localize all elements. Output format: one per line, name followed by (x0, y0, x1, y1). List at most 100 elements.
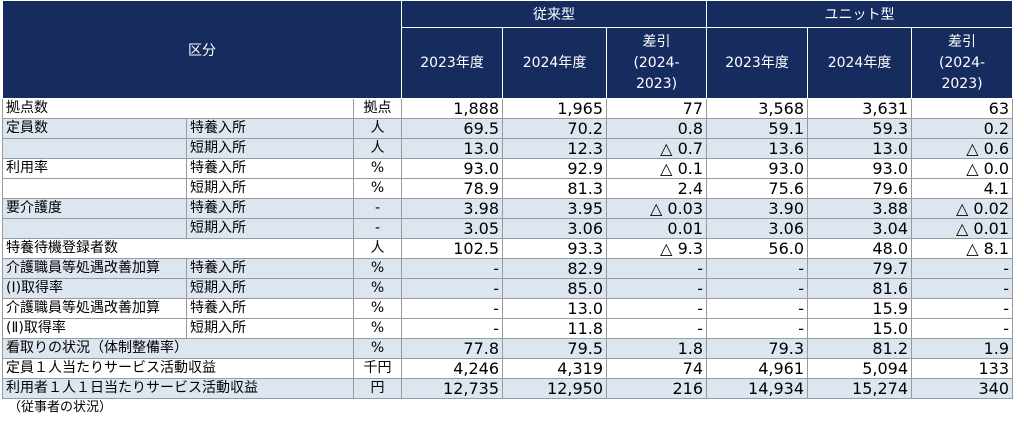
value: 3,631 (807, 98, 913, 119)
value: 63 (911, 98, 1014, 119)
row-label: 看取りの状況（体制整備率） (2, 338, 354, 359)
row-sublabel: 特養入所 (186, 158, 354, 179)
value: 3.98 (401, 198, 504, 219)
value: - (911, 278, 1014, 299)
value: 13.6 (706, 138, 809, 159)
value: 3,568 (706, 98, 809, 119)
value: 4,319 (502, 358, 608, 379)
value: 0.01 (606, 218, 708, 239)
row-sublabel: 特養入所 (186, 118, 354, 139)
value: 1,888 (401, 98, 504, 119)
value: - (706, 298, 809, 319)
data-row: 介護職員等処遇改善加算 特養入所% -13.0- -15.9- (2, 298, 1014, 319)
value: 69.5 (401, 118, 504, 139)
value: 75.6 (706, 178, 809, 199)
data-row: 利用率 特養入所% 93.0 92.9 △ 0.1 93.0 93.0 △ 0.0 (2, 158, 1014, 179)
unit: % (352, 298, 403, 319)
data-row: 短期入所 -3.05 3.06 0.01 3.06 3.04 △ 0.01 (2, 218, 1014, 239)
value: 12,950 (502, 378, 608, 399)
value: 12.3 (502, 138, 608, 159)
value: 3.95 (502, 198, 608, 219)
value: 0.8 (606, 118, 708, 139)
row-label (2, 138, 187, 159)
value: - (401, 298, 504, 319)
group-header: ユニット型 (706, 0, 1014, 28)
value: - (401, 278, 504, 299)
unit: % (352, 158, 403, 179)
value: 0.2 (911, 118, 1014, 139)
value: △ 0.0 (911, 158, 1014, 179)
row-sublabel: 短期入所 (186, 138, 354, 159)
value: 13.0 (401, 138, 504, 159)
data-row: 看取りの状況（体制整備率）% 77.8 79.5 1.8 79.3 81.2 1.9 (2, 338, 1014, 359)
value: - (706, 318, 809, 339)
note: （従事者の状況） (8, 400, 113, 415)
unit: 人 (352, 138, 403, 159)
value: 78.9 (401, 178, 504, 199)
value: △ 0.02 (911, 198, 1014, 219)
value: 93.0 (807, 158, 913, 179)
value: 2.4 (606, 178, 708, 199)
header-row: 区分 従来型 ユニット型 (1, 0, 1014, 99)
value: - (401, 318, 504, 339)
value: - (606, 298, 708, 319)
value: 81.6 (807, 278, 913, 299)
value: 5,094 (807, 358, 913, 379)
value: 59.1 (706, 118, 809, 139)
value: - (706, 278, 809, 299)
column-header: 差引 (2024- 2023) (911, 27, 1014, 99)
value: 340 (911, 378, 1014, 399)
value: 93.3 (502, 238, 608, 259)
column-header: 2024年度 (807, 27, 913, 99)
row-label: (Ⅰ)取得率 (2, 278, 187, 299)
unit: % (352, 178, 403, 199)
data-row: 拠点数 拠点 1,888 1,965 77 3,568 3,631 63 (2, 98, 1014, 119)
unit: - (352, 218, 403, 239)
value: 11.8 (502, 318, 608, 339)
column-header: 2023年度 (706, 27, 809, 99)
value: - (911, 318, 1014, 339)
data-row: (Ⅱ)取得率 短期入所% -11.8- -15.0- (2, 318, 1014, 339)
value: 70.2 (502, 118, 608, 139)
value: 133 (911, 358, 1014, 379)
header-row: 2023年度 2024年度 差引 (2024- 2023) 2023年度 2024年度差… (3, 27, 1014, 99)
value: △ 0.6 (911, 138, 1014, 159)
category-header: 区分 (1, 0, 403, 99)
value: 4.1 (911, 178, 1014, 199)
value: - (911, 258, 1014, 279)
data-table: 区分 従来型 ユニット型 2023年度 2024年度 差引 (2024- 2023) 202… (1, 0, 1014, 399)
data-row: (Ⅰ)取得率 短期入所% -85.0- -81.6- (2, 278, 1014, 299)
value: 3.88 (807, 198, 913, 219)
value: 15.9 (807, 298, 913, 319)
row-label: (Ⅱ)取得率 (2, 318, 187, 339)
unit: 千円 (352, 358, 403, 379)
value: 93.0 (401, 158, 504, 179)
value: 59.3 (807, 118, 913, 139)
value: 1.9 (911, 338, 1014, 359)
value: △ 0.03 (606, 198, 708, 219)
value: 56.0 (706, 238, 809, 259)
unit: 拠点 (352, 98, 403, 119)
row-sublabel: 短期入所 (186, 178, 354, 199)
value: 15,274 (807, 378, 913, 399)
row-sublabel: 短期入所 (186, 318, 354, 339)
value: 216 (606, 378, 708, 399)
data-row: 短期入所% 78.9 81.3 2.4 75.6 79.6 4.1 (2, 178, 1014, 199)
value: 13.0 (502, 298, 608, 319)
value: 4,246 (401, 358, 504, 379)
value: 3.05 (401, 218, 504, 239)
data-row: 利用者１人１日当たりサービス活動収益円 12,735 12,950 216 14,934… (2, 378, 1014, 399)
value: △ 9.3 (606, 238, 708, 259)
value: 79.6 (807, 178, 913, 199)
data-row: 定員１人当たりサービス活動収益 千円 4,246 4,319 74 4,961 5,094 1… (2, 358, 1014, 379)
row-sublabel: 短期入所 (186, 218, 354, 239)
data-row: 介護職員等処遇改善加算 特養入所% -82.9- -79.7- (2, 258, 1014, 279)
value: - (706, 258, 809, 279)
value: 3.90 (706, 198, 809, 219)
value: 15.0 (807, 318, 913, 339)
row-sublabel: 特養入所 (186, 298, 354, 319)
value: 79.3 (706, 338, 809, 359)
data-row: 定員数 特養入所人 69.5 70.2 0.8 59.1 59.3 0.2 (2, 118, 1014, 139)
value: 13.0 (807, 138, 913, 159)
